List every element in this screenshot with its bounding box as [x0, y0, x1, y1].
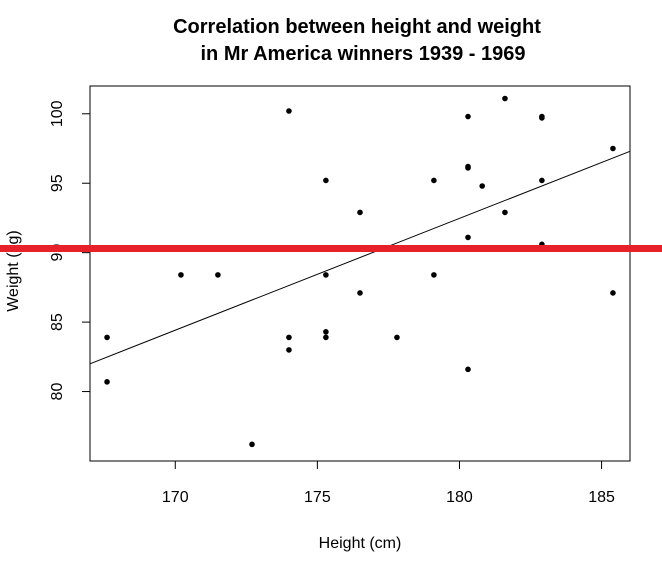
data-point [465, 165, 471, 171]
x-tick-label: 170 [162, 489, 189, 506]
data-point [465, 234, 471, 241]
y-tick-label: 100 [49, 100, 66, 127]
data-point [249, 441, 255, 448]
data-point [357, 209, 363, 216]
plot-area-border [89, 85, 631, 462]
y-tick-label: 85 [49, 313, 66, 331]
chart-title-line-1: Correlation between height and weight [173, 16, 541, 38]
y-tick-label: 80 [49, 383, 66, 401]
data-point [539, 177, 545, 184]
data-point [539, 115, 545, 121]
data-point [479, 183, 486, 189]
x-tick-label: 185 [588, 489, 615, 506]
data-point [286, 334, 292, 341]
data-point [215, 272, 221, 278]
chart-title-line-2: in Mr America winners 1939 - 1969 [201, 43, 526, 65]
data-point [286, 347, 292, 353]
data-point [610, 290, 616, 296]
data-point [465, 366, 471, 373]
data-point [502, 95, 508, 102]
data-point [610, 145, 616, 152]
data-point [104, 334, 110, 341]
data-point [323, 177, 329, 184]
data-point [178, 272, 184, 278]
data-point [323, 334, 329, 341]
y-axis-label: Weight (kg) [5, 230, 22, 312]
data-point [323, 329, 329, 335]
x-tick-label: 175 [304, 489, 331, 506]
data-point [465, 113, 471, 120]
x-tick-label: 180 [446, 489, 473, 506]
data-point [431, 177, 437, 184]
x-axis-label: Height (cm) [319, 535, 402, 552]
data-point [394, 334, 400, 341]
regression-line [89, 150, 631, 365]
data-point [502, 209, 508, 216]
data-point [323, 272, 329, 278]
data-point [104, 379, 110, 385]
data-point [357, 290, 363, 296]
data-point [286, 108, 292, 114]
data-point [431, 272, 437, 278]
y-tick-label: 95 [49, 174, 66, 192]
x-axis: 170 175 180 185 [162, 460, 615, 506]
